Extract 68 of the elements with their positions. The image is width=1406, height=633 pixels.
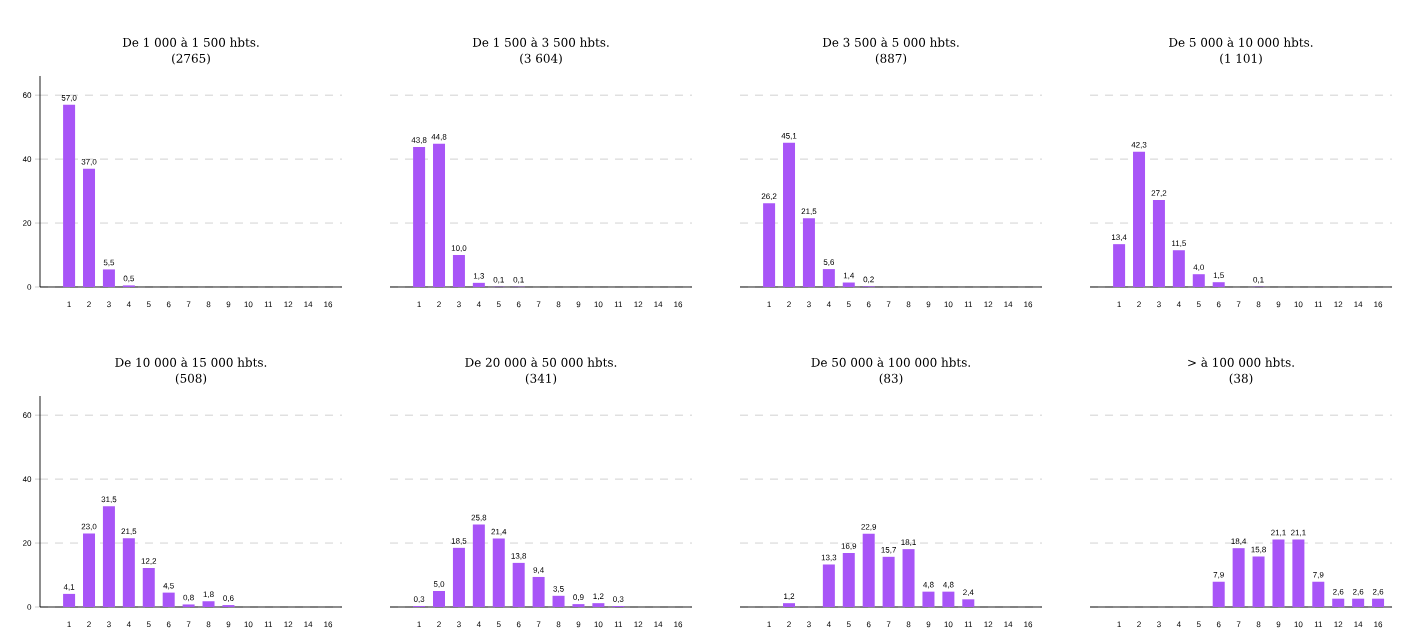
chart-title: De 3 500 à 5 000 hbts. [822,37,959,47]
chart-subtitle: (887) [875,53,907,65]
bar [63,104,76,287]
bar [922,591,935,607]
bar [572,604,585,607]
bar [182,604,195,607]
chart-subtitle: (2765) [172,53,210,65]
bar [122,538,135,607]
chart-subtitle: (38) [1229,373,1253,385]
bar [763,203,776,287]
bar [783,603,796,607]
bar [1312,581,1325,607]
bar [1252,556,1265,607]
bar [962,599,975,607]
bar [1372,598,1385,607]
bar [1133,151,1146,287]
bar [63,593,76,607]
chart-subtitle: (1 101) [1220,53,1262,65]
bar [552,595,565,607]
bar [162,592,175,607]
bar [802,218,815,287]
bar [433,591,446,607]
chart-title: De 1 500 à 3 500 hbts. [472,37,609,47]
bar [592,603,605,607]
chart-title: De 5 000 à 10 000 hbts. [1169,37,1313,47]
bar [783,142,796,287]
bar [1212,581,1225,607]
chart-subtitle: (508) [175,373,207,385]
bar [862,533,875,607]
chart-title: De 10 000 à 15 000 hbts. [115,357,267,367]
bar [1212,282,1225,287]
bar [83,168,96,287]
bar [532,576,545,607]
bar [902,549,915,607]
chart-title: De 20 000 à 50 000 hbts. [465,357,617,367]
bar [452,547,465,607]
bar [1292,539,1305,607]
chart-subtitle: (3 604) [520,53,562,65]
bar [452,255,465,287]
bar [822,564,835,607]
chart-title: De 50 000 à 100 000 hbts. [811,357,971,367]
bar [1113,244,1126,287]
bar [512,562,525,607]
bar [882,556,895,607]
bar [142,568,155,607]
bar [1152,200,1165,287]
bar [83,533,96,607]
bar [1272,539,1285,607]
bar [1192,274,1205,287]
bar [433,143,446,287]
bar [822,269,835,287]
bar [942,591,955,607]
bar [102,269,115,287]
chart-subtitle: (83) [879,373,903,385]
bar [472,524,485,607]
chart-subtitle: (341) [525,373,557,385]
bar [413,146,426,287]
chart-title: > à 100 000 hbts. [1188,357,1294,367]
bar [1352,598,1365,607]
bar [1232,548,1245,607]
bar [842,552,855,607]
bar [102,506,115,607]
bar [492,538,505,607]
bar [202,601,215,607]
bar [1172,250,1185,287]
bar [472,282,485,287]
bar [1332,598,1345,607]
chart-title: De 1 000 à 1 500 hbts. [122,37,259,47]
